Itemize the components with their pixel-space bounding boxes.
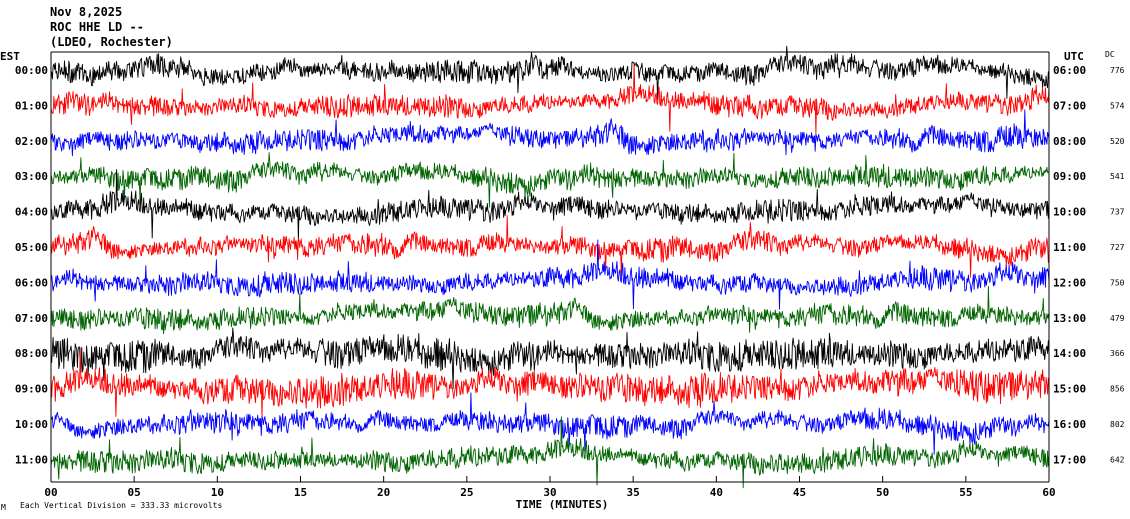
row-utc-label: 14:00 [1053,347,1086,360]
tick-layer: 00 05 10 15 20 25 30 35 40 45 50 55 60 [44,476,1056,499]
seismic-trace [50,62,1050,136]
dc-header: DC [1105,50,1115,59]
row-est-label: 03:00 [15,170,48,183]
row-dc-value: 856 [1110,385,1125,394]
row-dc-value: 366 [1110,349,1125,358]
row-dc-value: 802 [1110,420,1125,429]
row-utc-label: 09:00 [1053,170,1086,183]
row-utc-label: 07:00 [1053,99,1086,112]
row-utc-label: 16:00 [1053,418,1086,431]
row-dc-value: 541 [1110,172,1125,181]
row-est-label: 09:00 [15,383,48,396]
row-utc-label: 08:00 [1053,135,1086,148]
row-est-label: 07:00 [15,312,48,325]
corner-mark: M [1,503,6,512]
seismic-trace [50,152,1050,208]
seismic-trace [50,239,1050,310]
x-tick-label: 20 [377,486,390,499]
row-dc-value: 727 [1110,243,1125,252]
row-est-label: 10:00 [15,418,48,431]
seismic-trace [50,416,1050,489]
left-timezone-label: EST [0,50,20,63]
seismic-trace [50,285,1050,335]
row-dc-value: 574 [1110,101,1125,110]
x-tick-label: 15 [294,486,307,499]
header-station: ROC HHE LD -- [50,20,144,34]
x-tick-label: 10 [211,486,224,499]
seismic-trace [50,347,1050,420]
x-tick-label: 40 [710,486,723,499]
x-tick-label: 05 [128,486,141,499]
x-tick-label: 50 [876,486,889,499]
seismic-trace [50,215,1050,278]
x-tick-label: 30 [543,486,556,499]
seismic-trace [50,392,1050,455]
row-dc-value: 737 [1110,208,1125,217]
row-est-label: 02:00 [15,135,48,148]
row-utc-label: 12:00 [1053,276,1086,289]
header-date: Nov 8,2025 [50,5,122,19]
row-dc-value: 750 [1110,278,1125,287]
x-tick-label: 55 [959,486,972,499]
row-utc-label: 06:00 [1053,64,1086,77]
row-utc-label: 10:00 [1053,206,1086,219]
row-est-label: 01:00 [15,99,48,112]
seismic-trace [50,169,1050,241]
row-est-label: 11:00 [15,453,48,466]
row-est-label: 06:00 [15,276,48,289]
row-est-label: 00:00 [15,64,48,77]
seismic-trace [50,109,1050,157]
seismic-trace [50,327,1050,390]
row-dc-value: 642 [1110,455,1125,464]
row-est-label: 08:00 [15,347,48,360]
row-dc-value: 776 [1110,66,1125,75]
row-est-label: 04:00 [15,206,48,219]
trace-layer [50,45,1050,489]
row-dc-value: 479 [1110,314,1125,323]
row-utc-label: 13:00 [1053,312,1086,325]
x-tick-label: 45 [793,486,806,499]
x-tick-label: 60 [1042,486,1055,499]
x-tick-label: 35 [627,486,640,499]
row-utc-label: 17:00 [1053,453,1086,466]
row-utc-label: 11:00 [1053,241,1086,254]
x-tick-label: 25 [460,486,473,499]
row-utc-label: 15:00 [1053,383,1086,396]
scale-note: Each Vertical Division = 333.33 microvol… [20,501,222,510]
right-timezone-label: UTC [1064,50,1084,63]
row-dc-value: 520 [1110,137,1125,146]
header-network: (LDEO, Rochester) [50,35,173,49]
seismic-trace [50,45,1050,101]
row-est-label: 05:00 [15,241,48,254]
row-label-layer: 00:00 06:00 776 01:00 07:00 574 02:00 08:00 520 0… [15,64,1125,466]
x-tick-label: 00 [44,486,57,499]
time-axis-label: TIME (MINUTES) [516,498,609,511]
